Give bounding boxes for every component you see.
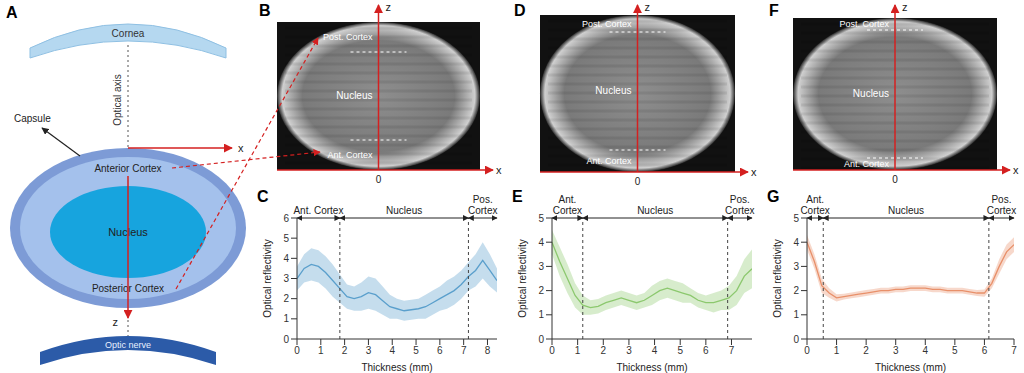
svg-text:3: 3: [538, 261, 544, 272]
svg-text:B: B: [259, 2, 271, 19]
svg-text:Optical reflectivity: Optical reflectivity: [772, 239, 783, 317]
svg-text:0: 0: [635, 176, 641, 186]
svg-text:3: 3: [893, 345, 899, 356]
html-text:G: G: [767, 188, 780, 205]
svg-text:2: 2: [283, 293, 289, 304]
svg-text:1: 1: [575, 345, 581, 356]
svg-text:0: 0: [804, 345, 810, 356]
svg-text:Ant.Cortex: Ant.Cortex: [553, 194, 582, 216]
svg-text:Thickness (mm): Thickness (mm): [361, 362, 432, 373]
svg-text:Nucleus: Nucleus: [853, 88, 889, 99]
svg-text:7: 7: [1011, 345, 1017, 356]
svg-text:Cornea: Cornea: [112, 28, 145, 39]
svg-text:Pos.Cortex: Pos.Cortex: [725, 194, 754, 216]
svg-text:0: 0: [294, 345, 300, 356]
svg-text:Post. Cortex: Post. Cortex: [323, 32, 373, 42]
svg-text:Ant. Cortex: Ant. Cortex: [293, 205, 343, 216]
svg-text:Optical axis: Optical axis: [112, 74, 123, 126]
svg-text:Nucleus: Nucleus: [888, 205, 924, 216]
svg-text:Thickness (mm): Thickness (mm): [616, 362, 687, 373]
svg-text:6: 6: [982, 345, 988, 356]
svg-text:z: z: [645, 1, 651, 13]
svg-text:6: 6: [703, 345, 709, 356]
svg-text:0: 0: [793, 334, 799, 345]
svg-text:Capsule: Capsule: [14, 113, 51, 124]
svg-text:z: z: [902, 1, 908, 13]
svg-text:0: 0: [283, 334, 289, 345]
svg-text:3: 3: [366, 345, 372, 356]
svg-text:1: 1: [793, 309, 799, 320]
svg-text:5: 5: [793, 213, 799, 224]
svg-text:4: 4: [283, 253, 289, 264]
svg-text:2: 2: [342, 345, 348, 356]
svg-text:Ant.Cortex: Ant.Cortex: [800, 194, 829, 216]
svg-text:6: 6: [283, 213, 289, 224]
svg-text:Anterior Cortex: Anterior Cortex: [94, 163, 161, 174]
svg-text:A: A: [6, 4, 18, 21]
svg-text:Posterior Cortex: Posterior Cortex: [91, 283, 165, 294]
svg-text:Nucleus: Nucleus: [108, 226, 148, 238]
svg-text:3: 3: [626, 345, 632, 356]
svg-text:2: 2: [538, 285, 544, 296]
svg-text:0: 0: [538, 334, 544, 345]
svg-text:Optic nerve: Optic nerve: [105, 340, 151, 350]
svg-text:1: 1: [834, 345, 840, 356]
svg-text:7: 7: [461, 345, 467, 356]
svg-text:x: x: [751, 166, 757, 178]
svg-text:2: 2: [601, 345, 607, 356]
svg-text:Thickness (mm): Thickness (mm): [875, 362, 946, 373]
svg-text:5: 5: [677, 345, 683, 356]
svg-text:x: x: [1013, 164, 1019, 176]
svg-text:5: 5: [538, 213, 544, 224]
svg-text:2: 2: [793, 285, 799, 296]
svg-text:7: 7: [729, 345, 735, 356]
svg-text:Optical reflectivity: Optical reflectivity: [517, 239, 528, 317]
svg-text:4: 4: [793, 237, 799, 248]
svg-text:Nucleus: Nucleus: [386, 205, 422, 216]
svg-text:1: 1: [538, 309, 544, 320]
svg-text:x: x: [496, 164, 502, 176]
svg-text:Optical reflectivity: Optical reflectivity: [262, 239, 273, 317]
svg-text:Ant. Cortex: Ant. Cortex: [586, 156, 632, 166]
svg-text:Ant. Cortex: Ant. Cortex: [844, 159, 890, 169]
svg-text:3: 3: [793, 261, 799, 272]
svg-text:F: F: [769, 2, 779, 19]
svg-text:4: 4: [538, 237, 544, 248]
svg-text:Pos.Cortex: Pos.Cortex: [987, 194, 1016, 216]
svg-text:D: D: [514, 2, 526, 19]
svg-text:Ant. Cortex: Ant. Cortex: [327, 150, 373, 160]
svg-text:6: 6: [437, 345, 443, 356]
svg-text:Nucleus: Nucleus: [637, 205, 673, 216]
svg-text:x: x: [238, 142, 244, 154]
svg-text:0: 0: [892, 174, 898, 185]
svg-text:Post. Cortex: Post. Cortex: [582, 19, 632, 29]
svg-text:1: 1: [318, 345, 324, 356]
svg-text:0: 0: [376, 174, 382, 185]
svg-text:4: 4: [923, 345, 929, 356]
svg-text:2: 2: [863, 345, 869, 356]
svg-text:Pos.Cortex: Pos.Cortex: [468, 194, 497, 216]
svg-text:5: 5: [283, 233, 289, 244]
html-text:E: E: [512, 188, 523, 205]
svg-text:3: 3: [283, 273, 289, 284]
svg-text:4: 4: [652, 345, 658, 356]
svg-text:4: 4: [389, 345, 395, 356]
svg-text:8: 8: [485, 345, 491, 356]
svg-text:z: z: [386, 1, 392, 13]
svg-text:Post. Cortex: Post. Cortex: [839, 19, 889, 29]
svg-text:1: 1: [283, 313, 289, 324]
svg-text:0: 0: [549, 345, 555, 356]
html-text:C: C: [257, 188, 269, 205]
svg-text:Nucleus: Nucleus: [336, 90, 372, 101]
svg-text:5: 5: [413, 345, 419, 356]
svg-text:z: z: [113, 316, 119, 328]
svg-text:5: 5: [952, 345, 958, 356]
svg-text:Nucleus: Nucleus: [595, 85, 631, 96]
